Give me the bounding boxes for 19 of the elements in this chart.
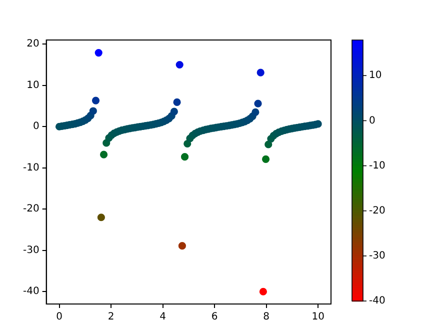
y-tick-label: 0 — [32, 121, 40, 132]
y-tick-label: 10 — [26, 80, 40, 91]
x-tick-label: 0 — [56, 312, 62, 323]
x-tick-label: 8 — [263, 312, 270, 323]
x-tick-label: 6 — [211, 312, 218, 323]
y-tick-label: -40 — [22, 286, 40, 298]
y-tick-label: -30 — [22, 244, 40, 256]
y-tick-label: -20 — [22, 204, 40, 215]
x-tick-label: 10 — [312, 312, 324, 323]
y-tick-label: 20 — [26, 38, 40, 50]
color-bar-label: 10 — [369, 70, 382, 82]
y-tick-label: -10 — [22, 162, 40, 174]
color-bar-label: -10 — [369, 160, 386, 172]
color-bar-label: -30 — [369, 250, 386, 262]
color-bar-label: 0 — [369, 115, 376, 126]
x-tick-label: 4 — [160, 312, 166, 323]
x-tick-label: 2 — [108, 312, 114, 323]
color-bar-label: -40 — [369, 296, 386, 307]
color-bar-label: -20 — [369, 205, 386, 216]
